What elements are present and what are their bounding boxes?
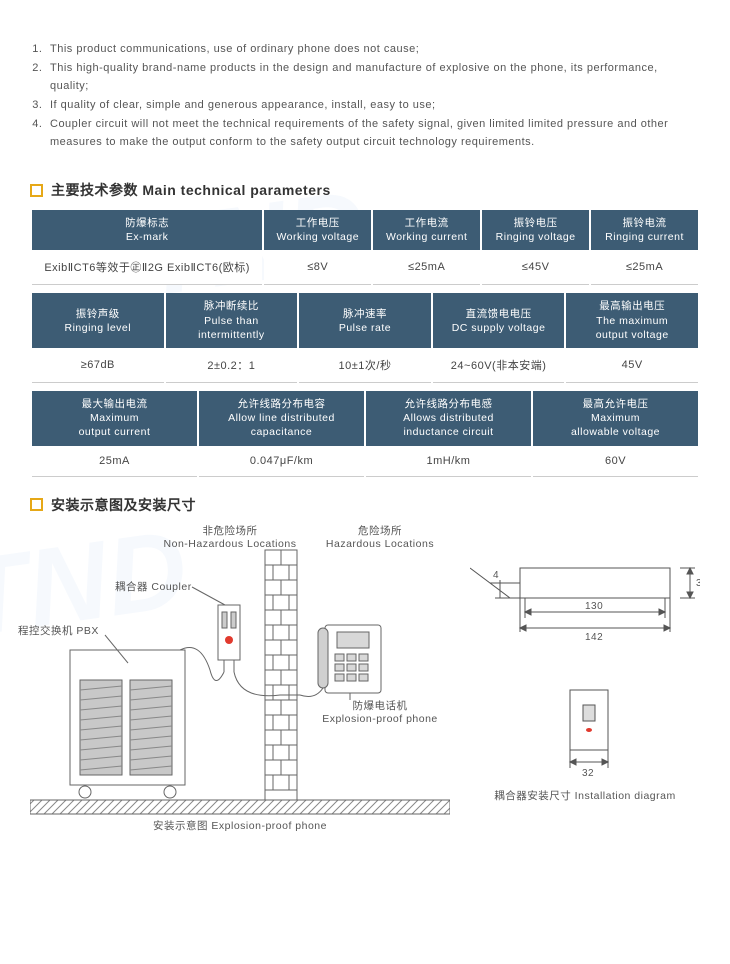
th: 振铃电流Ringing current (591, 210, 698, 250)
td: 10±1次/秒 (299, 348, 431, 383)
td: 45V (566, 348, 698, 383)
intro-item: This high-quality brand-name products in… (46, 59, 700, 96)
th: 直流馈电电压DC supply voltage (433, 293, 565, 348)
td: ≤25mA (373, 250, 480, 285)
install-diagram: 非危险场所Non-Hazardous Locations 危险场所Hazardo… (30, 525, 700, 855)
dim-34: 34 (696, 578, 700, 589)
th: 最高输出电压The maximumoutput voltage (566, 293, 698, 348)
td: 1mH/km (366, 446, 531, 477)
intro-item: If quality of clear, simple and generous… (46, 96, 700, 115)
td: 60V (533, 446, 698, 477)
th: 最大输出电流Maximumoutput current (32, 391, 197, 446)
param-table-2: 振铃声级Ringing level 脉冲断续比Pulse thanintermi… (30, 293, 700, 383)
td: 25mA (32, 446, 197, 477)
dims-svg: 34 4 130 142 32 (470, 550, 700, 810)
td: 24~60V(非本安端) (433, 348, 565, 383)
th: 振铃电压Ringing voltage (482, 210, 589, 250)
dim-32: 32 (582, 768, 594, 779)
td: 0.047μF/km (199, 446, 364, 477)
th: 最高允许电压Maximumallowable voltage (533, 391, 698, 446)
th: 工作电流Working current (373, 210, 480, 250)
dim-142: 142 (585, 632, 603, 643)
td: ≥67dB (32, 348, 164, 383)
th: 脉冲速率Pulse rate (299, 293, 431, 348)
param-table-3: 最大输出电流Maximumoutput current 允许线路分布电容Allo… (30, 391, 700, 477)
section-title-text: 主要技术参数 Main technical parameters (51, 180, 331, 200)
scene-svg (30, 540, 450, 840)
intro-item: Coupler circuit will not meet the techni… (46, 115, 700, 152)
intro-list: This product communications, use of ordi… (30, 40, 700, 152)
th: 防爆标志Ex-mark (32, 210, 262, 250)
dim-4: 4 (493, 570, 499, 581)
intro-item: This product communications, use of ordi… (46, 40, 700, 59)
th: 振铃声级Ringing level (32, 293, 164, 348)
th: 工作电压Working voltage (264, 210, 371, 250)
td: ExibⅡCT6等效于㊣Ⅱ2G ExibⅡCT6(欧标) (32, 250, 262, 285)
th: 允许线路分布电容Allow line distributedcapacitanc… (199, 391, 364, 446)
td: ≤45V (482, 250, 589, 285)
th: 脉冲断续比Pulse thanintermittently (166, 293, 298, 348)
section-title-install: 安装示意图及安装尺寸 (30, 495, 700, 515)
td: 2±0.2：1 (166, 348, 298, 383)
td: ≤25mA (591, 250, 698, 285)
th: 允许线路分布电感Allows distributedinductance cir… (366, 391, 531, 446)
param-table-1: 防爆标志Ex-mark 工作电压Working voltage 工作电流Work… (30, 210, 700, 285)
section-title-parameters: 主要技术参数 Main technical parameters (30, 180, 700, 200)
section-title-text: 安装示意图及安装尺寸 (51, 495, 196, 515)
td: ≤8V (264, 250, 371, 285)
dim-130: 130 (585, 601, 603, 612)
